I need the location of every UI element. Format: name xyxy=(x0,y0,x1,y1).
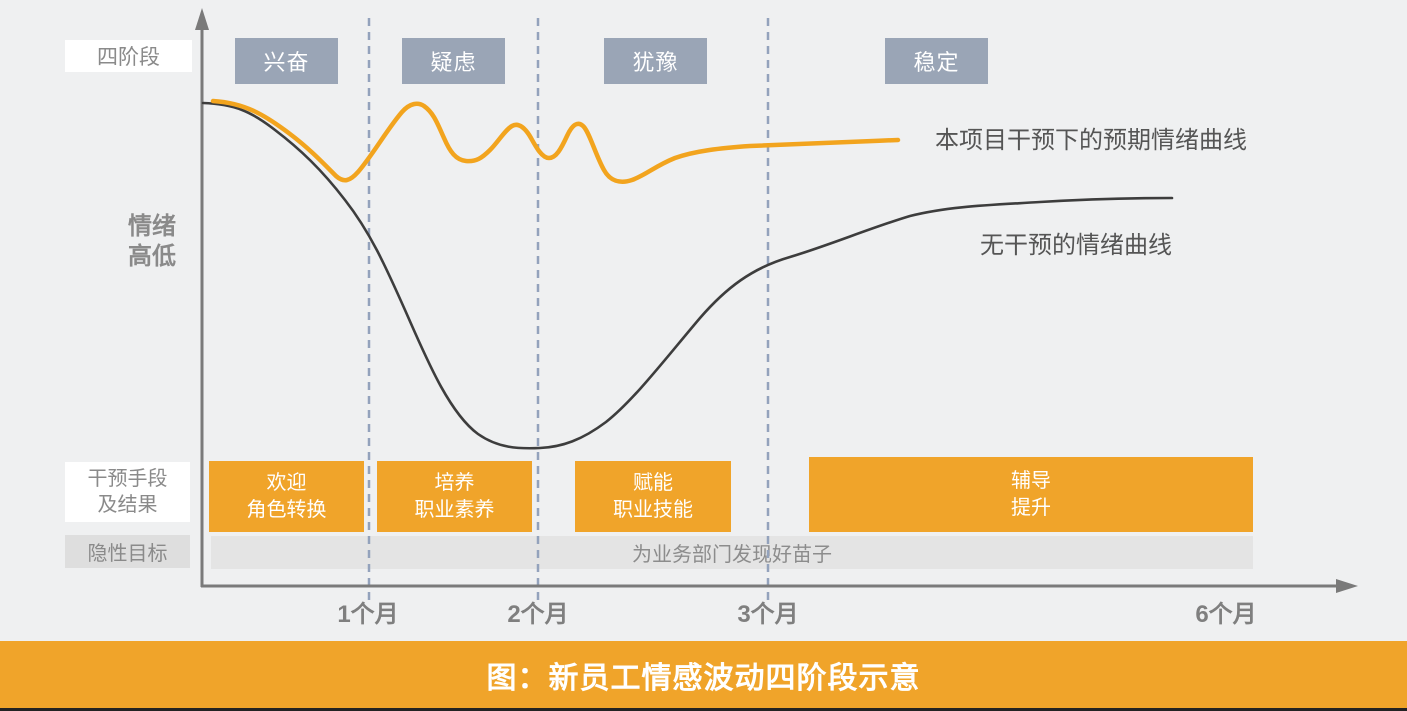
figure-caption-banner: 图：新员工情感波动四阶段示意 xyxy=(0,641,1407,708)
intervention-box-line2: 职业技能 xyxy=(613,498,693,521)
intervention-box-line1: 辅导 xyxy=(1011,469,1051,492)
y-axis-label-line1: 情绪 xyxy=(128,213,176,240)
intervention-box-line2: 职业素养 xyxy=(414,498,495,521)
stage-box-doubt: 疑虑 xyxy=(402,38,505,84)
x-tick-6-month: 6个月 xyxy=(1195,601,1257,628)
intervention-box-empower: 赋能 职业技能 xyxy=(575,461,731,532)
implicit-goal-bar: 为业务部门发现好苗子 xyxy=(211,536,1253,569)
intervention-row-label-line2: 及结果 xyxy=(97,494,158,516)
baseline-curve-label: 无干预的情绪曲线 xyxy=(980,232,1172,259)
stage-label: 稳定 xyxy=(913,50,960,75)
intervention-box-line2: 提升 xyxy=(1011,496,1051,519)
intervention-box-line1: 培养 xyxy=(434,471,475,494)
x-tick-3-month: 3个月 xyxy=(737,601,799,628)
intervention-curve xyxy=(210,98,901,184)
stage-box-hesitation: 犹豫 xyxy=(604,38,707,84)
intervention-box-line2: 角色转换 xyxy=(246,498,327,521)
y-axis-label: 情绪 高低 xyxy=(108,212,196,272)
intervention-row-label: 干预手段 及结果 xyxy=(65,462,190,522)
x-tick-2-month: 2个月 xyxy=(507,601,569,628)
intervention-box-coach: 辅导 提升 xyxy=(809,457,1253,532)
implicit-goal-row-label: 隐性目标 xyxy=(65,535,190,568)
stage-box-stable: 稳定 xyxy=(885,38,988,84)
four-stage-row-label: 四阶段 xyxy=(65,40,192,72)
intervention-box-cultivate: 培养 职业素养 xyxy=(377,461,532,532)
figure-caption-text: 图：新员工情感波动四阶段示意 xyxy=(486,661,921,695)
x-axis-arrowhead-icon xyxy=(1336,579,1358,593)
stage-box-excitement: 兴奋 xyxy=(235,38,338,84)
y-axis-label-line2: 高低 xyxy=(128,243,176,270)
stage-label: 兴奋 xyxy=(263,50,310,75)
bottom-edge-divider xyxy=(0,708,1407,711)
intervention-box-welcome: 欢迎 角色转换 xyxy=(209,461,364,532)
implicit-goal-bar-text: 为业务部门发现好苗子 xyxy=(632,544,832,566)
y-axis-arrowhead-icon xyxy=(195,8,209,30)
intervention-box-line1: 赋能 xyxy=(633,471,673,494)
intervention-curve-label: 本项目干预下的预期情绪曲线 xyxy=(935,127,1247,154)
intervention-row-label-line1: 干预手段 xyxy=(87,468,168,490)
intervention-box-line1: 欢迎 xyxy=(266,471,307,494)
four-stage-row-label-text: 四阶段 xyxy=(97,46,160,69)
stage-label: 疑虑 xyxy=(430,50,477,75)
stage-label: 犹豫 xyxy=(632,50,679,75)
implicit-goal-row-label-text: 隐性目标 xyxy=(87,543,168,565)
x-tick-1-month: 1个月 xyxy=(337,601,399,628)
